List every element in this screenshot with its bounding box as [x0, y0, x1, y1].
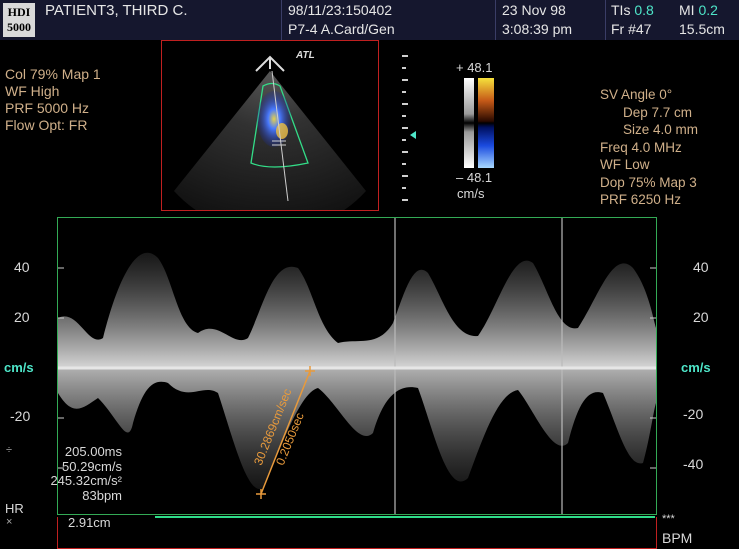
right-velocity-unit: cm/s	[681, 360, 711, 375]
exam-cell: 98/11/23:150402 P7-4 A.Card/Gen	[282, 0, 496, 40]
color-scale: + 48.1	[456, 60, 493, 75]
patient-cell: PATIENT3, THIRD C.	[0, 0, 282, 40]
tis-value: 0.8	[634, 2, 654, 18]
color-scale-unit: cm/s	[457, 186, 485, 201]
tis-label: TIs	[611, 2, 631, 18]
right-tick-minus-20: -20	[683, 406, 704, 422]
hr-label: HR	[5, 501, 24, 516]
color-scale-min: – 48.1	[456, 170, 493, 185]
color-params: Col 79% Map 1 WF High PRF 5000 Hz Flow O…	[5, 66, 101, 134]
atl-brand: ATL	[296, 50, 315, 61]
color-param-line: Flow Opt: FR	[5, 117, 88, 133]
doppler-params: SV Angle 0° Dep 7.7 cm Size 4.0 mm Freq …	[600, 86, 698, 209]
logo-line-2: 5000	[7, 20, 31, 34]
doppler-param-line: Dep 7.7 cm	[623, 104, 693, 120]
left-tick-40: 40	[14, 259, 30, 275]
transducer-label: P7-4 A.Card/Gen	[288, 21, 395, 37]
sector-image-frame[interactable]: ATL	[161, 40, 379, 234]
image-depth: 15.5cm	[679, 21, 725, 37]
measurement-value: 50.29cm/s	[62, 458, 122, 474]
depth-scale	[402, 55, 416, 201]
ecg-trace	[155, 516, 655, 518]
ecg-stars: ***	[662, 513, 675, 525]
doppler-param-line: Freq 4.0 MHz	[600, 139, 682, 155]
doppler-param-line: WF Low	[600, 157, 650, 172]
patient-name: PATIENT3, THIRD C.	[45, 2, 188, 19]
sector-image	[174, 55, 366, 234]
spectral-frame[interactable]: 30.2869cm/sec 0.2050sec	[57, 217, 657, 515]
x-marker-icon: ×	[6, 516, 13, 528]
spectral-waveform	[58, 218, 656, 514]
left-velocity-unit: cm/s	[4, 360, 34, 375]
measurement-value: 83bpm	[82, 487, 122, 503]
bpm-label: BPM	[662, 530, 693, 546]
doppler-param-line: Dop 75% Map 3	[600, 174, 697, 190]
ecg-frame	[57, 517, 657, 549]
left-tick-minus-20: -20	[10, 408, 31, 424]
hdi-logo: HDI 5000	[3, 3, 35, 37]
color-box	[250, 82, 309, 168]
negative-envelope	[58, 368, 656, 490]
mi-value: 0.2	[698, 2, 718, 18]
sector-tissue	[174, 71, 366, 234]
doppler-param-line: Size 4.0 mm	[623, 122, 699, 137]
exam-time: 3:08:39 pm	[502, 21, 573, 37]
grayscale-bar	[464, 78, 474, 168]
measurement-results: 205.00ms 50.29cm/s 245.32cm/s² 83bpm	[22, 444, 122, 503]
right-tick-40: 40	[693, 259, 709, 275]
color-param-line: WF High	[5, 83, 60, 99]
doppler-param-line: SV Angle 0°	[600, 87, 673, 102]
measurement-value: 245.32cm/s²	[50, 473, 122, 489]
indices-cell: TIs 0.8 MI 0.2 Fr #47 15.5cm	[606, 0, 739, 40]
velocity-color-bar	[478, 78, 494, 168]
logo-line-1: HDI	[7, 5, 31, 19]
right-tick-20: 20	[693, 309, 709, 325]
datetime-cell: 23 Nov 98 3:08:39 pm	[496, 0, 606, 40]
color-scale-max: + 48.1	[456, 60, 493, 75]
exam-date: 23 Nov 98	[502, 2, 566, 18]
exam-id: 98/11/23:150402	[288, 2, 393, 18]
doppler-param-line: PRF 6250 Hz	[600, 192, 682, 207]
left-tick-20: 20	[14, 309, 30, 325]
color-scale-bars	[464, 78, 496, 168]
cross-marker-icon: ÷	[6, 444, 13, 456]
focus-marker-icon	[410, 131, 416, 139]
positive-envelope	[58, 252, 656, 368]
doppler-cursor	[271, 70, 289, 202]
right-tick-minus-40: -40	[683, 456, 704, 472]
caliper-line	[260, 370, 311, 495]
frame-number: Fr #47	[611, 21, 652, 37]
color-flow	[257, 91, 291, 147]
distance-value: 2.91cm	[68, 515, 111, 530]
color-param-line: Col 79% Map 1	[5, 66, 101, 82]
color-param-line: PRF 5000 Hz	[5, 100, 90, 116]
header-bar: HDI 5000 PATIENT3, THIRD C. 98/11/23:150…	[0, 0, 739, 40]
measurement-value: 205.00ms	[64, 444, 122, 459]
mi-label: MI	[679, 2, 695, 18]
